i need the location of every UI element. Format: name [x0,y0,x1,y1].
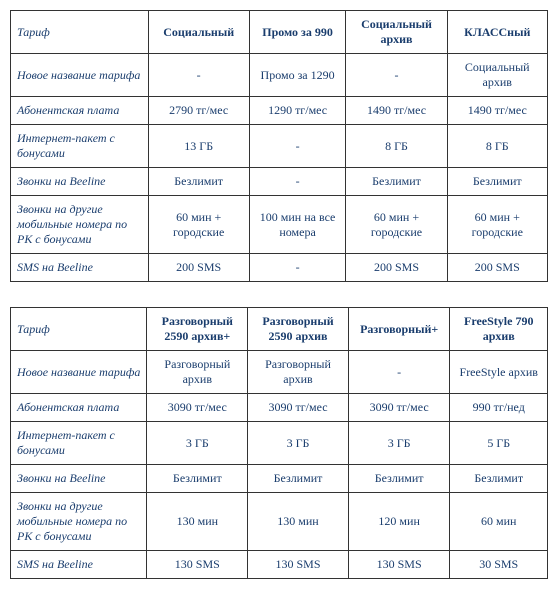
row-label: Абонентская плата [11,97,149,125]
table-row: Звонки на другие мобильные номера по РК … [11,196,548,254]
cell-value: Безлимит [447,168,547,196]
col-header: FreeStyle 790 архив [450,308,548,351]
row-label: Новое название тарифа [11,351,147,394]
cell-value: 2790 тг/мес [148,97,249,125]
col-header: Разговорный 2590 архив+ [147,308,248,351]
cell-value: 200 SMS [346,254,447,282]
cell-value: 3 ГБ [348,422,450,465]
cell-value: 60 мин [450,493,548,551]
table-header-row: Тариф Разговорный 2590 архив+ Разговорны… [11,308,548,351]
cell-value: - [346,54,447,97]
row-label: Интернет-пакет с бонусами [11,125,149,168]
table-row: SMS на Beeline130 SMS130 SMS130 SMS30 SM… [11,551,548,579]
table-row: SMS на Beeline200 SMS-200 SMS200 SMS [11,254,548,282]
row-label: SMS на Beeline [11,254,149,282]
row-label: Звонки на Beeline [11,168,149,196]
cell-value: Безлимит [147,465,248,493]
cell-value: 3090 тг/мес [248,394,349,422]
col-header: Разговорный 2590 архив [248,308,349,351]
row-label: Интернет-пакет с бонусами [11,422,147,465]
cell-value: - [249,254,346,282]
cell-value: 130 мин [248,493,349,551]
cell-value: 3090 тг/мес [147,394,248,422]
table-row: Интернет-пакет с бонусами13 ГБ-8 ГБ8 ГБ [11,125,548,168]
table-row: Звонки на BeelineБезлимитБезлимитБезлими… [11,465,548,493]
cell-value: 60 мин + городские [447,196,547,254]
col-header: Разговорный+ [348,308,450,351]
cell-value: - [249,125,346,168]
cell-value: Безлимит [148,168,249,196]
cell-value: 1490 тг/мес [346,97,447,125]
cell-value: 130 мин [147,493,248,551]
table-row: Абонентская плата3090 тг/мес3090 тг/мес3… [11,394,548,422]
cell-value: 130 SMS [147,551,248,579]
table-row: Новое название тарифаРазговорный архивРа… [11,351,548,394]
col-header: Промо за 990 [249,11,346,54]
cell-value: 200 SMS [148,254,249,282]
cell-value: - [148,54,249,97]
cell-value: FreeStyle архив [450,351,548,394]
cell-value: Разговорный архив [248,351,349,394]
cell-value: Безлимит [450,465,548,493]
table-row: Новое название тарифа-Промо за 1290-Соци… [11,54,548,97]
cell-value: 130 SMS [248,551,349,579]
row-label: Звонки на другие мобильные номера по РК … [11,196,149,254]
table-header-row: Тариф Социальный Промо за 990 Социальный… [11,11,548,54]
cell-value: Социальный архив [447,54,547,97]
table-row: Абонентская плата2790 тг/мес1290 тг/мес1… [11,97,548,125]
cell-value: 130 SMS [348,551,450,579]
col-header: Социальный [148,11,249,54]
cell-value: 100 мин на все номера [249,196,346,254]
table-body: Новое название тарифа-Промо за 1290-Соци… [11,54,548,282]
cell-value: - [348,351,450,394]
row-label: Звонки на другие мобильные номера по РК … [11,493,147,551]
cell-value: 5 ГБ [450,422,548,465]
cell-value: 3 ГБ [147,422,248,465]
col-header: Тариф [11,308,147,351]
col-header: Социальный архив [346,11,447,54]
row-label: Новое название тарифа [11,54,149,97]
row-label: Звонки на Beeline [11,465,147,493]
cell-value: - [249,168,346,196]
cell-value: 1490 тг/мес [447,97,547,125]
cell-value: Безлимит [348,465,450,493]
table-row: Звонки на BeelineБезлимит-БезлимитБезлим… [11,168,548,196]
cell-value: 8 ГБ [346,125,447,168]
tariff-table-1: Тариф Социальный Промо за 990 Социальный… [10,10,548,282]
cell-value: 3090 тг/мес [348,394,450,422]
cell-value: Безлимит [248,465,349,493]
cell-value: Разговорный архив [147,351,248,394]
table-body: Новое название тарифаРазговорный архивРа… [11,351,548,579]
cell-value: 8 ГБ [447,125,547,168]
cell-value: 200 SMS [447,254,547,282]
table-row: Звонки на другие мобильные номера по РК … [11,493,548,551]
col-header: Тариф [11,11,149,54]
cell-value: 1290 тг/мес [249,97,346,125]
cell-value: 3 ГБ [248,422,349,465]
cell-value: Безлимит [346,168,447,196]
cell-value: 60 мин + городские [148,196,249,254]
row-label: Абонентская плата [11,394,147,422]
cell-value: 13 ГБ [148,125,249,168]
cell-value: 60 мин + городские [346,196,447,254]
tariff-table-2: Тариф Разговорный 2590 архив+ Разговорны… [10,307,548,579]
col-header: КЛАССный [447,11,547,54]
cell-value: 990 тг/нед [450,394,548,422]
cell-value: 30 SMS [450,551,548,579]
table-row: Интернет-пакет с бонусами3 ГБ3 ГБ3 ГБ5 Г… [11,422,548,465]
row-label: SMS на Beeline [11,551,147,579]
cell-value: Промо за 1290 [249,54,346,97]
cell-value: 120 мин [348,493,450,551]
